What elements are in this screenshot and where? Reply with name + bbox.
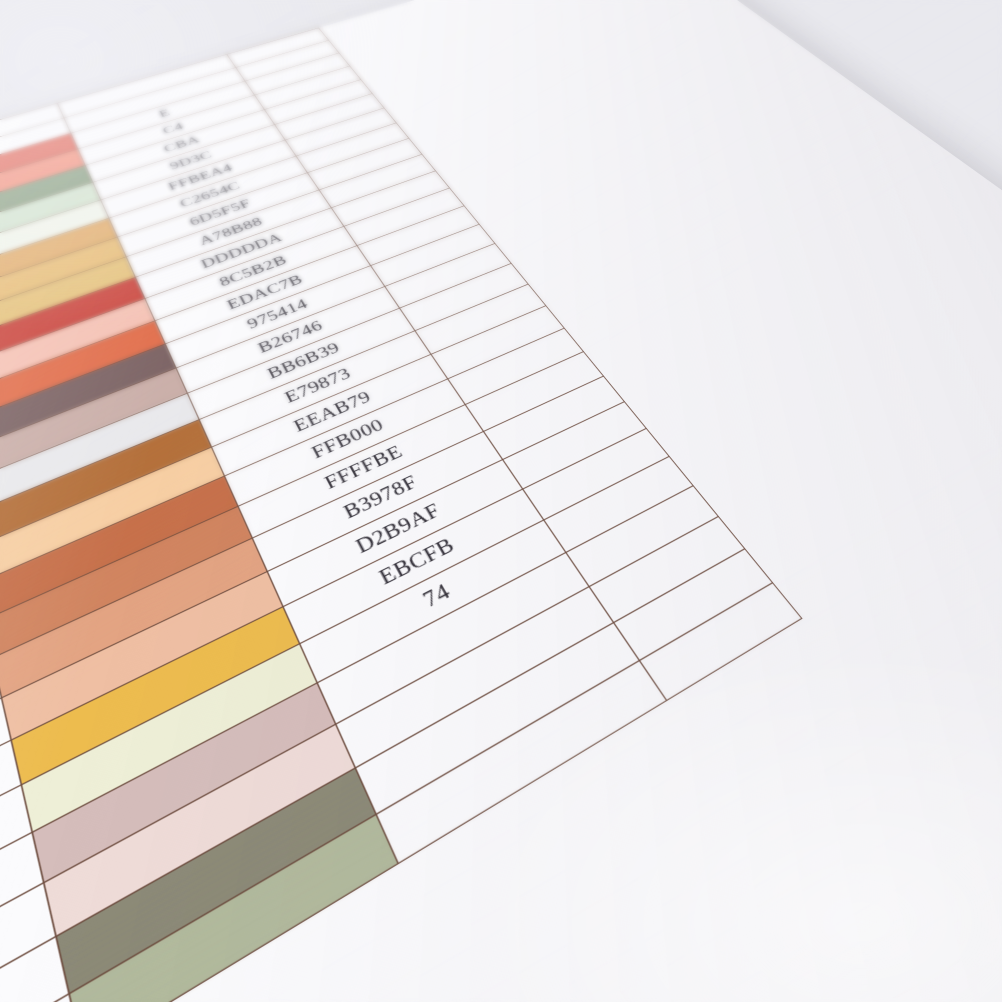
table-body: 20618425091196138162E203155209C415716287…	[0, 27, 802, 1002]
color-reference-table: 20618425091196138162E203155209C415716287…	[0, 27, 803, 1002]
